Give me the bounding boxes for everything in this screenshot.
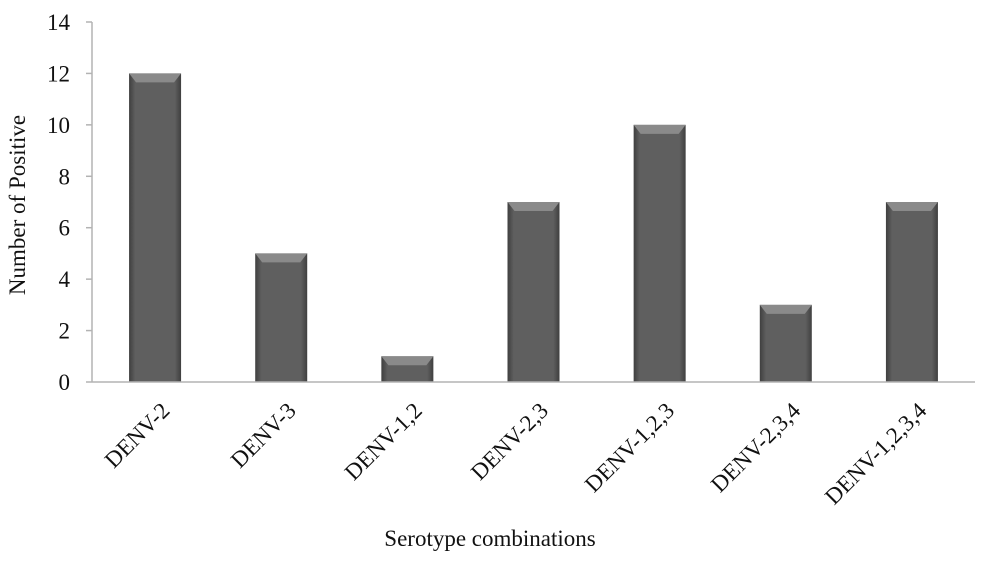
bar [759,304,812,382]
y-axis-title: Number of Positive [5,115,30,295]
bar-cap [633,124,686,134]
bar-body [507,202,560,382]
x-tick-label: DENV-1,2,3 [580,398,679,497]
bars [129,73,938,382]
y-tick-label: 14 [47,10,71,35]
bar-cap [129,73,182,83]
bar-cap [885,202,938,211]
y-axis: 0 2 4 6 8 10 12 14 [47,10,93,395]
bar [885,202,938,382]
bar [255,253,308,382]
x-axis-title: Serotype combinations [384,526,595,551]
bar [129,73,182,382]
y-tick-label: 8 [59,164,71,189]
y-tick-label: 10 [47,113,70,138]
bar-cap [507,202,560,211]
y-tick-label: 6 [59,216,71,241]
bar-body [633,124,686,382]
x-tick-label: DENV-2,3,4 [706,398,806,498]
bar-cap [381,356,434,366]
y-tick-label: 2 [59,319,71,344]
y-tick-label: 0 [59,370,71,395]
x-tick-label: DENV-2 [100,398,175,473]
bar-body [255,253,308,382]
x-tick-label: DENV-1,2 [340,398,427,485]
bar [633,124,686,382]
bar-body [129,73,182,382]
bar-body [759,304,812,382]
x-axis: DENV-2 DENV-3 DENV-1,2 DENV-2,3 DENV-1,2,3 DE… [92,381,975,510]
bar-cap [759,304,812,314]
y-tick-label: 4 [59,267,71,292]
x-tick-label: DENV-2,3 [466,398,553,485]
bar-body [885,202,938,382]
x-tick-label: DENV-1,2,3,4 [820,398,932,510]
y-tick-label: 12 [47,61,70,86]
x-tick-label: DENV-3 [226,398,301,473]
bar [381,356,434,382]
bar [507,202,560,382]
bar-cap [255,253,308,263]
